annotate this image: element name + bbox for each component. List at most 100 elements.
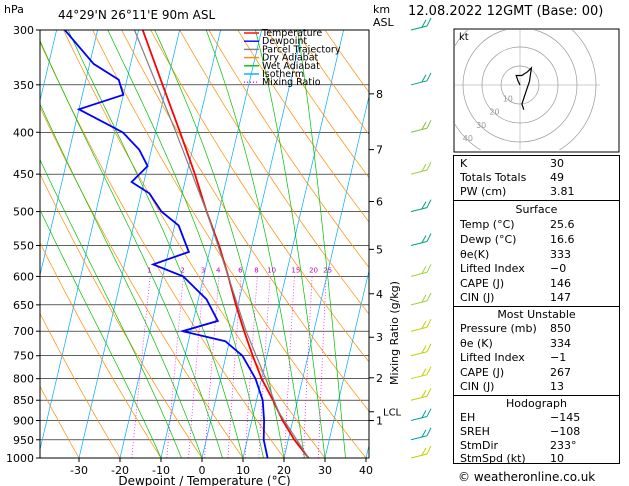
index-value: 49 (550, 171, 564, 184)
pressure-tick-label: 500 (13, 206, 34, 219)
height-tick-label: 8 (376, 88, 383, 101)
surface-row: Dewp (°C) 16.6 (460, 233, 613, 247)
skewt-axes: 1 2 3 4 6 8 10 15 20 2530035040045050055060065070… (6, 24, 402, 486)
surface-value: 147 (550, 291, 571, 304)
pressure-tick-label: 600 (13, 270, 34, 283)
mixing-ratio-line (317, 276, 327, 458)
height-tick-label: 3 (376, 331, 383, 344)
surface-title: Surface (515, 203, 558, 216)
wind-barb-shaft (410, 453, 428, 459)
wet-adiabat-line (107, 30, 264, 458)
height-tick-label: 6 (376, 195, 383, 208)
divider (454, 200, 619, 201)
wind-barb-flag (421, 74, 427, 83)
isotherm-line (160, 30, 262, 458)
index-value: 30 (550, 157, 564, 170)
mixing-ratio-line (188, 276, 205, 458)
pressure-tick-label: 750 (13, 350, 34, 363)
lcl-label: LCL (383, 408, 402, 419)
mu-row: Lifted Index −1 (460, 351, 613, 365)
hodograph-ring-label: 20 (489, 108, 499, 117)
temperature-tick-label: -20 (111, 464, 129, 477)
hodo-row: StmDir 233° (460, 439, 613, 453)
dry-adiabat-line (40, 173, 203, 458)
hodo-row: SREH −108 (460, 425, 613, 439)
wind-barb-flag (426, 233, 432, 242)
divider (454, 395, 619, 396)
index-label: K (460, 157, 468, 170)
mixing-ratio-label: 1 (147, 266, 151, 274)
legend-label: Dry Adiabat (262, 53, 319, 64)
dry-adiabat-line (63, 30, 326, 458)
pressure-tick-label: 550 (13, 239, 34, 252)
wet-adiabat-line (40, 158, 182, 458)
temperature-tick-label: -30 (70, 464, 88, 477)
mixing-ratio-line (244, 276, 258, 458)
dry-adiabat-line (179, 30, 369, 315)
hodograph-trace (515, 66, 533, 110)
index-row: PW (cm) 3.81 (460, 185, 613, 199)
hodo-label: SREH (460, 425, 490, 438)
isotherm-line (119, 30, 221, 458)
wind-barb-flag (426, 445, 432, 455)
wind-barb-shaft (410, 326, 428, 332)
wind-barb-flag (426, 343, 432, 352)
legend-label: Parcel Trajectory (262, 44, 341, 55)
divider (454, 306, 619, 307)
mixing-ratio-line (227, 276, 242, 458)
hodograph-unit-label: kt (459, 32, 469, 43)
dry-adiabat-line (40, 106, 244, 458)
pressure-tick-label: 850 (13, 394, 34, 407)
location-label: 44°29'N 26°11'E 90m ASL (58, 8, 215, 22)
height-tick-label: 7 (376, 144, 383, 157)
wind-barb-flag (426, 120, 432, 129)
height-unit-km: km (373, 3, 390, 16)
wind-barb-shaft (410, 416, 428, 422)
wind-barb-shaft (410, 169, 428, 175)
mu-value: 850 (550, 322, 571, 335)
surface-label: Lifted Index (460, 262, 525, 275)
mu-label: θe (K) (460, 337, 493, 350)
legend-label: Dewpoint (262, 36, 307, 47)
hodo-row: EH −145 (460, 411, 613, 425)
wind-barb-flag (421, 163, 427, 172)
dry-adiabat-line (266, 30, 369, 179)
surface-value: 333 (550, 248, 571, 261)
mixing-ratio-label: 2 (180, 266, 184, 274)
surface-label: CIN (J) (460, 291, 495, 304)
wind-barb-flag (421, 122, 427, 130)
wind-barb-shaft (410, 25, 428, 31)
index-value: 3.81 (550, 185, 575, 198)
wet-adiabat-line (40, 209, 162, 458)
temperature-tick-label: 40 (359, 464, 373, 477)
series-line (64, 30, 269, 458)
legend-label: Mixing Ratio (262, 77, 321, 88)
wind-barb-flag (426, 427, 432, 436)
hodo-value: −145 (550, 411, 581, 424)
height-tick-label: 2 (376, 372, 383, 385)
surface-row: CAPE (J) 146 (460, 277, 613, 291)
wind-barb-flag (421, 294, 427, 303)
surface-row: Lifted Index −0 (460, 262, 613, 276)
mixing-ratio-label: 25 (323, 266, 332, 274)
mixing-ratio-label: 6 (238, 266, 243, 274)
pressure-tick-label: 350 (13, 79, 34, 92)
wind-barb-flag (421, 266, 427, 274)
dry-adiabat-line (237, 30, 369, 223)
mu-row: CAPE (J) 267 (460, 366, 613, 380)
wind-barb-flag (426, 408, 432, 417)
dry-adiabat-line (150, 30, 369, 363)
isotherm-line (40, 30, 139, 452)
mu-value: 13 (550, 380, 564, 393)
dry-adiabat-line (121, 30, 369, 412)
wind-barb-flag (421, 429, 427, 438)
wet-adiabat-line (255, 30, 326, 458)
hodograph-ring-label: 10 (503, 94, 513, 103)
pressure-tick-label: 650 (13, 299, 34, 312)
pressure-tick-label: 1000 (6, 452, 34, 465)
height-tick-label: 5 (376, 243, 383, 256)
temperature-tick-label: 30 (318, 464, 332, 477)
wind-barb-shaft (410, 240, 428, 246)
mu-label: Lifted Index (460, 351, 525, 364)
